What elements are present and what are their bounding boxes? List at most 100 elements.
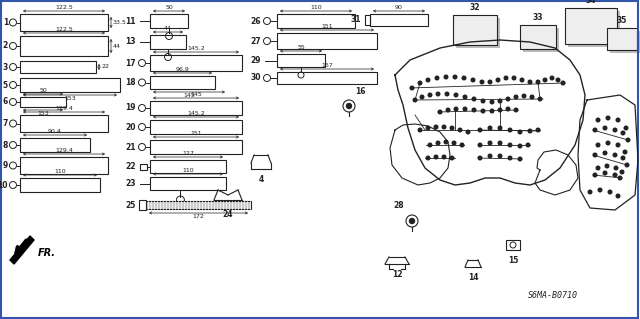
- Circle shape: [471, 78, 475, 82]
- Circle shape: [434, 155, 438, 159]
- Circle shape: [618, 176, 622, 180]
- Text: 30: 30: [250, 73, 261, 83]
- Text: 10: 10: [0, 181, 8, 189]
- Bar: [520, 25, 556, 49]
- Circle shape: [498, 154, 502, 158]
- Text: 145.2: 145.2: [187, 111, 205, 116]
- Bar: [140, 164, 147, 169]
- Circle shape: [616, 143, 620, 147]
- Circle shape: [588, 190, 592, 194]
- Bar: [20, 14, 108, 31]
- Circle shape: [526, 143, 530, 147]
- Circle shape: [616, 118, 620, 122]
- Circle shape: [606, 116, 610, 120]
- Circle shape: [436, 141, 440, 145]
- Circle shape: [624, 126, 628, 130]
- Circle shape: [498, 108, 502, 112]
- Text: 16: 16: [355, 87, 365, 96]
- Text: 33: 33: [532, 13, 543, 22]
- Text: 33.5: 33.5: [113, 20, 127, 25]
- Circle shape: [604, 126, 607, 130]
- Circle shape: [621, 131, 625, 135]
- Circle shape: [528, 129, 532, 133]
- Text: 153: 153: [37, 111, 49, 116]
- Text: 6: 6: [3, 98, 8, 107]
- Text: 96.9: 96.9: [175, 67, 189, 72]
- Circle shape: [623, 150, 627, 154]
- Text: 29: 29: [250, 56, 261, 65]
- Circle shape: [605, 164, 609, 168]
- Circle shape: [508, 143, 512, 147]
- Text: 167: 167: [321, 63, 333, 68]
- Text: 55: 55: [297, 45, 305, 50]
- Circle shape: [596, 166, 600, 170]
- Bar: [150, 35, 186, 49]
- Circle shape: [536, 80, 540, 84]
- Circle shape: [478, 128, 482, 132]
- Circle shape: [596, 118, 600, 122]
- Bar: [150, 76, 215, 89]
- Text: 23: 23: [125, 179, 136, 188]
- Bar: [277, 72, 377, 84]
- Text: 4: 4: [259, 175, 264, 184]
- Circle shape: [435, 76, 439, 80]
- Text: 15: 15: [508, 256, 518, 265]
- Bar: [523, 28, 559, 52]
- Circle shape: [498, 141, 502, 145]
- Circle shape: [613, 173, 617, 177]
- Circle shape: [481, 109, 485, 113]
- Circle shape: [466, 130, 470, 134]
- Circle shape: [490, 109, 494, 113]
- Bar: [565, 8, 617, 44]
- Circle shape: [613, 153, 617, 157]
- Circle shape: [506, 107, 510, 111]
- Circle shape: [488, 154, 492, 158]
- Text: 110: 110: [54, 169, 66, 174]
- Text: S6MA-B0710: S6MA-B0710: [528, 291, 578, 300]
- Text: FR.: FR.: [38, 248, 56, 258]
- Circle shape: [426, 78, 430, 82]
- Text: 22: 22: [101, 64, 109, 70]
- Circle shape: [550, 76, 554, 80]
- Circle shape: [530, 95, 534, 99]
- Circle shape: [606, 141, 610, 145]
- Circle shape: [442, 155, 446, 159]
- Circle shape: [608, 190, 612, 194]
- Bar: [150, 101, 242, 115]
- Circle shape: [454, 93, 458, 97]
- Text: 127: 127: [182, 151, 194, 156]
- Bar: [506, 240, 520, 250]
- Text: 11: 11: [125, 17, 136, 26]
- Text: 7: 7: [3, 119, 8, 128]
- Circle shape: [453, 75, 457, 79]
- Text: 129.4: 129.4: [55, 148, 73, 153]
- Circle shape: [478, 156, 482, 160]
- Text: 145: 145: [183, 93, 195, 98]
- Circle shape: [462, 76, 466, 80]
- Text: 151: 151: [190, 131, 202, 136]
- Circle shape: [543, 78, 547, 82]
- Circle shape: [410, 86, 414, 90]
- Bar: [365, 15, 370, 25]
- Circle shape: [512, 76, 516, 80]
- Circle shape: [625, 163, 628, 167]
- Circle shape: [522, 94, 526, 98]
- Bar: [607, 28, 637, 50]
- Circle shape: [472, 108, 476, 112]
- Text: 24: 24: [223, 210, 233, 219]
- Bar: [20, 97, 66, 107]
- Circle shape: [536, 128, 540, 132]
- Circle shape: [445, 92, 449, 96]
- Bar: [20, 61, 96, 73]
- Circle shape: [428, 143, 432, 147]
- Text: 9: 9: [3, 161, 8, 170]
- Circle shape: [498, 126, 502, 130]
- Circle shape: [418, 81, 422, 85]
- Text: 122.5: 122.5: [55, 5, 73, 10]
- Circle shape: [556, 78, 560, 82]
- Circle shape: [496, 78, 500, 82]
- Circle shape: [426, 156, 430, 160]
- Circle shape: [620, 170, 624, 174]
- Text: 44: 44: [113, 43, 121, 48]
- Circle shape: [490, 100, 494, 104]
